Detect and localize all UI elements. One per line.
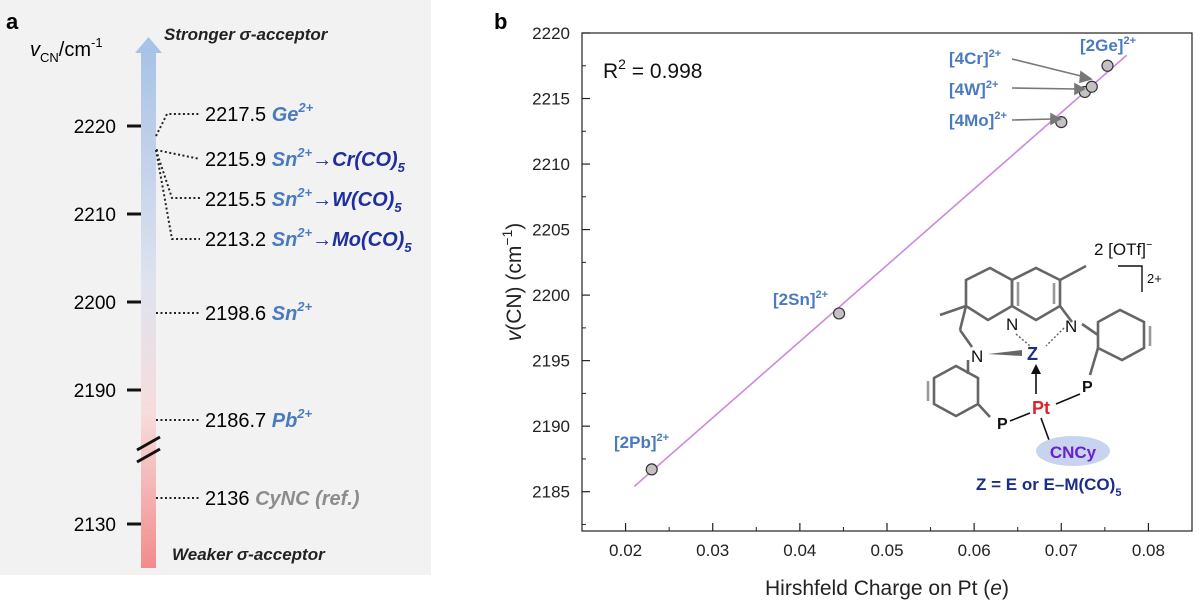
acceptor-gradient-arrow-shaft xyxy=(141,52,156,568)
panel-a: a vCN/cm-1 Stronger σ-acceptor Weaker σ-… xyxy=(0,0,431,575)
panel-b: b 0.02 0.03 0.04 0.05 0.06 0.07 0.08 218521902… xyxy=(494,9,1193,600)
label-4mo: [4Mo]2+ xyxy=(949,110,1007,130)
y-axis-label: v(CN) (cm−1) xyxy=(499,223,526,342)
acceptor-gradient-arrowhead xyxy=(135,37,162,53)
charge-bracket xyxy=(1118,265,1143,292)
tick-label-2190: 2190 xyxy=(74,381,116,402)
label-4cr: [4Cr]2+ xyxy=(949,48,1001,68)
panel-b-letter: b xyxy=(494,9,507,34)
x-tick-label: 0.04 xyxy=(783,541,816,560)
svg-text:2186.7 Pb2+: 2186.7 Pb2+ xyxy=(205,406,313,432)
atom-p-left: P xyxy=(997,416,1008,433)
y-tick-label: 2190 xyxy=(532,417,570,436)
entry-cync-ref: 2136 CyNC (ref.) xyxy=(205,488,360,510)
label-2sn: [2Sn]2+ xyxy=(773,289,828,309)
x-tick-label: 0.05 xyxy=(870,541,903,560)
entry-sn-cr: 2215.9 Sn2+→Cr(CO)5 xyxy=(205,145,406,175)
svg-text:2213.2 Sn2+→Mo(CO)5: 2213.2 Sn2+→Mo(CO)5 xyxy=(205,225,412,255)
tick-label-2210: 2210 xyxy=(74,205,116,226)
atom-pt: Pt xyxy=(1032,398,1050,418)
x-tick-label: 0.08 xyxy=(1132,541,1165,560)
atom-n-right: N xyxy=(1065,317,1077,336)
complex-charge: 2+ xyxy=(1147,271,1162,286)
tick-label-2220: 2220 xyxy=(74,117,116,138)
axis-break xyxy=(136,435,161,464)
r-squared-label: R2 = 0.998 xyxy=(603,56,702,83)
label-callout-arrows xyxy=(1011,58,1093,126)
y-tick-label: 2185 xyxy=(532,483,570,502)
atom-z: Z xyxy=(1027,344,1038,364)
label-2ge: [2Ge]2+ xyxy=(1080,35,1136,55)
tick-label-2200: 2200 xyxy=(74,293,116,314)
entry-sn-mo: 2213.2 Sn2+→Mo(CO)5 xyxy=(205,225,412,255)
leader-lines xyxy=(155,113,201,499)
stronger-acceptor-label: Stronger σ-acceptor xyxy=(164,25,329,44)
aryl-rings xyxy=(926,308,1152,418)
cncy-highlight xyxy=(1036,436,1110,466)
counterion-label: 2 [OTf]− xyxy=(1094,239,1152,259)
x-tick-label: 0.02 xyxy=(609,541,642,560)
tick-label-2130: 2130 xyxy=(74,515,116,536)
svg-text:2217.5 Ge2+: 2217.5 Ge2+ xyxy=(205,100,314,126)
y-tick-label: 2195 xyxy=(532,352,570,371)
y-axis-ticks: 2185 2190 2195 2200 2205 2210 2215 2220 xyxy=(532,24,590,525)
y-tick-label: 2215 xyxy=(532,90,570,109)
data-points xyxy=(645,59,1114,476)
x-tick-label: 0.03 xyxy=(696,541,729,560)
data-point-2pb xyxy=(645,463,658,476)
data-point-2sn xyxy=(832,307,846,320)
atom-n-center: N xyxy=(1006,315,1018,334)
entry-pb: 2186.7 Pb2+ xyxy=(205,406,313,432)
entry-ge: 2217.5 Ge2+ xyxy=(205,100,314,126)
y-tick-label: 2220 xyxy=(532,24,570,43)
svg-text:2136 CyNC (ref.): 2136 CyNC (ref.) xyxy=(205,488,360,510)
panel-a-letter: a xyxy=(6,9,19,34)
svg-text:2215.9 Sn2+→Cr(CO)5: 2215.9 Sn2+→Cr(CO)5 xyxy=(205,145,406,175)
y-tick-label: 2205 xyxy=(532,221,570,240)
atom-n-left: N xyxy=(971,347,983,366)
y-tick-label: 2200 xyxy=(532,286,570,305)
linear-fit-line xyxy=(633,54,1128,488)
x-tick-label: 0.06 xyxy=(958,541,991,560)
label-2pb: [2Pb]2+ xyxy=(614,432,669,452)
data-point-2ge xyxy=(1101,59,1114,72)
data-point-4cr xyxy=(1085,80,1098,93)
svg-text:2198.6 Sn2+: 2198.6 Sn2+ xyxy=(205,299,313,325)
entry-sn-w: 2215.5 Sn2+→W(CO)5 xyxy=(205,185,402,215)
entry-sn: 2198.6 Sn2+ xyxy=(205,299,313,325)
pyridine-ring xyxy=(939,264,1087,348)
panel-a-ticks: 2220 2210 2200 2190 2130 xyxy=(74,117,141,536)
atom-p-right: P xyxy=(1082,379,1093,396)
x-tick-label: 0.07 xyxy=(1045,541,1078,560)
svg-text:2215.5 Sn2+→W(CO)5: 2215.5 Sn2+→W(CO)5 xyxy=(205,185,402,215)
weaker-acceptor-label: Weaker σ-acceptor xyxy=(172,545,326,564)
panel-a-axis-title: vCN/cm-1 xyxy=(30,35,103,65)
panel-a-background xyxy=(0,0,431,575)
x-axis-label: Hirshfeld Charge on Pt (e) xyxy=(765,577,1009,600)
x-axis-ticks: 0.02 0.03 0.04 0.05 0.06 0.07 0.08 xyxy=(581,523,1193,560)
label-4w: [4W]2+ xyxy=(949,79,998,99)
y-tick-label: 2210 xyxy=(532,155,570,174)
structure-caption: Z = E or E–M(CO)5 xyxy=(976,475,1121,499)
structure-diagram: 2 [OTf]− 2+ N N N xyxy=(926,239,1162,499)
ligand-cncy: CNCy xyxy=(1050,443,1097,462)
